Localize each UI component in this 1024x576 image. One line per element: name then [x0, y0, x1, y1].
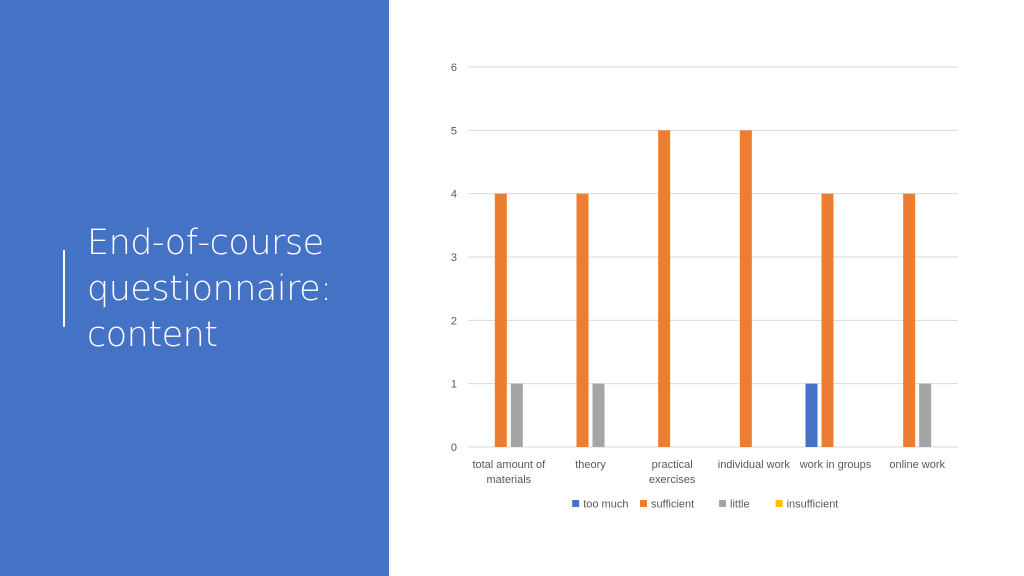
x-category-label: practical — [652, 459, 693, 471]
x-category-label: exercises — [649, 474, 696, 486]
slide-title-line-3: content — [87, 315, 218, 355]
legend-label: insufficient — [787, 499, 839, 511]
bar-too-much — [805, 383, 818, 447]
y-tick-label: 3 — [451, 252, 457, 264]
legend-swatch — [572, 500, 580, 507]
x-category-label: online work — [889, 459, 945, 471]
chart-legend: too much sufficient little insufficient — [572, 499, 838, 511]
slide-title-line-2: questionnaire: — [87, 269, 332, 309]
bar-little — [919, 383, 932, 447]
legend-label: sufficient — [651, 499, 694, 511]
slide-title-line-1: End-of-course — [87, 223, 324, 263]
y-tick-label: 2 — [451, 315, 457, 327]
y-tick-label: 5 — [451, 125, 457, 137]
bar-chart: 0 1 2 3 4 5 6 total amount of materials theory pr… — [451, 62, 958, 511]
x-category-label: materials — [487, 474, 532, 486]
bar-sufficient — [739, 130, 752, 448]
bar-little — [592, 383, 605, 447]
legend-label: little — [730, 499, 750, 511]
bar-sufficient — [576, 193, 589, 447]
slide-title: End-of-course questionnaire: content — [87, 220, 377, 358]
chart-bars — [494, 130, 932, 448]
legend-swatch — [640, 500, 647, 507]
y-tick-label: 6 — [451, 62, 457, 74]
y-tick-label: 0 — [451, 442, 457, 454]
x-category-label: individual work — [718, 459, 791, 471]
y-axis-tick-labels: 0 1 2 3 4 5 6 — [451, 62, 457, 454]
chart-gridlines — [468, 66, 958, 448]
x-category-label: work in groups — [799, 459, 872, 471]
bar-little — [510, 383, 523, 447]
y-tick-label: 4 — [451, 189, 457, 201]
legend-swatch — [719, 500, 726, 507]
legend-swatch — [775, 500, 783, 507]
y-tick-label: 1 — [451, 379, 457, 391]
x-category-label: total amount of — [472, 459, 546, 471]
title-accent-line — [63, 250, 65, 327]
x-category-label: theory — [575, 459, 606, 471]
bar-sufficient — [903, 193, 916, 447]
x-axis-category-labels: total amount of materials theory practical e… — [472, 459, 945, 486]
bar-sufficient — [821, 193, 834, 447]
legend-label: too much — [583, 499, 628, 511]
bar-sufficient — [658, 130, 671, 448]
bar-sufficient — [494, 193, 507, 447]
